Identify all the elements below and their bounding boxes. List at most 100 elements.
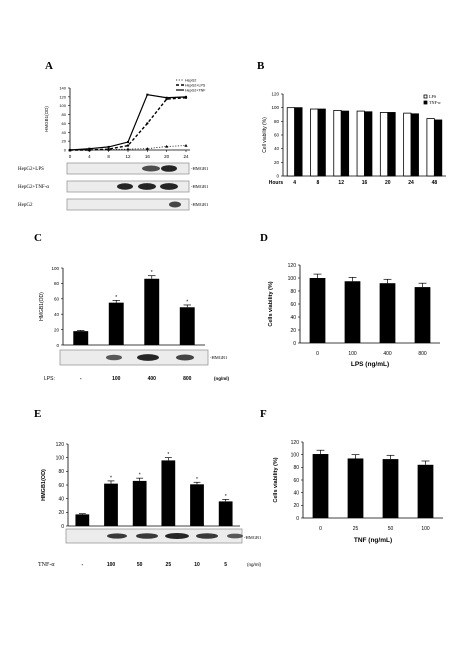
b-bar-1 [364,111,373,177]
a-series-point [146,93,149,96]
C-significance-marker: * [115,295,117,301]
D-x-tick-label: 0 [316,351,319,357]
a-legend-label: HepG2 [185,78,196,82]
E-bar [161,460,176,526]
b-bar-0 [403,112,412,177]
C-y-tick-label: 80 [54,281,60,286]
c-unit-label: (ng/ml) [214,376,229,381]
e-x-tick-label: 10 [194,562,200,568]
E-significance-marker: * [196,477,198,483]
b-bar-0 [426,118,435,177]
b-bar-1 [433,119,443,177]
b-bar-0 [310,108,319,177]
E-y-tick-label: 0 [61,524,64,530]
e-x-tick-label: 50 [137,562,143,568]
C-y-tick-label: 60 [54,297,60,302]
e-blot-band [227,533,243,539]
panel-letter-d: D [260,232,268,244]
C-bar [179,307,195,345]
E-bar [218,501,233,526]
F-bar [347,458,364,518]
b-y-axis-label: Cell viability (%) [262,117,268,153]
D-y-axis-label: Cells viability (%) [268,281,274,326]
b-x-tick-label: 24 [408,180,414,186]
a-series-point [185,95,187,98]
D-y-tick-label: 80 [290,289,296,295]
a-series-point [107,147,110,151]
e-x-tick-label: - [81,562,83,568]
D-x-tick-label: 800 [418,351,427,357]
b-y-tick-label: 40 [274,146,280,151]
C-y-tick-label: 100 [51,266,59,271]
b-x-tick-label: 12 [338,180,344,186]
C-y-axis-label: HMGB1(OD) [39,292,45,321]
E-y-axis-label: HMGB1(OD) [41,469,47,501]
b-legend-label: LPS [429,94,437,99]
a-blot-3-strip [66,198,190,211]
a-blot-1-strip [66,162,190,175]
C-significance-marker: * [186,299,188,305]
e-blot-band [136,533,158,539]
panel-letter-f: F [260,408,267,420]
E-significance-marker: * [139,473,141,479]
b-y-tick-label: 20 [274,160,280,165]
E-bar [104,483,118,526]
F-y-tick-label: 60 [293,478,299,484]
e-blot-band [196,533,218,539]
a-blot-2-band [138,183,156,190]
b-bar-0 [333,110,342,177]
c-blot-band [137,354,159,361]
a-series-point [126,147,130,151]
b-bar-1 [387,112,396,177]
a-y-tick-label: 80 [62,112,67,117]
a-blot-1-band [161,165,177,172]
a-y-tick-label: 60 [62,121,67,126]
c-x-tick-label: 800 [183,376,192,382]
E-bar [190,484,204,526]
E-y-tick-label: 40 [58,496,64,502]
C-y-tick-label: 0 [56,343,59,348]
a-blot-protein-label: -HMGB1 [191,202,208,207]
a-y-tick-label: 0 [64,148,67,153]
E-y-tick-label: 20 [58,510,64,516]
a-y-axis-label: HMGB1(OD) [44,106,49,132]
D-y-tick-label: 60 [290,302,296,308]
F-y-tick-label: 0 [296,516,299,522]
c-row-label: LPS: [44,376,55,382]
F-x-tick-label: 50 [388,526,394,532]
c-x-tick-label: 400 [148,376,157,382]
a-x-tick-label: 24 [183,154,189,159]
E-significance-marker: * [110,475,112,481]
e-blot-protein-label: -HMGB1 [244,535,261,540]
D-y-tick-label: 100 [288,276,297,282]
a-series-point [88,147,91,150]
F-bar [382,459,399,518]
F-x-tick-label: 25 [353,526,359,532]
e-x-tick-label: 25 [166,562,172,568]
a-blot-1-band [142,165,160,172]
C-significance-marker: * [151,270,153,276]
E-bar [75,514,90,526]
D-x-tick-label: 100 [348,351,357,357]
a-x-tick-label: 4 [88,154,91,159]
a-blot-2-band [160,183,178,190]
e-x-tick-label: 5 [224,562,227,568]
c-blot-strip [59,349,209,366]
E-significance-marker: * [167,452,169,458]
a-series-point [184,143,188,147]
C-y-tick-label: 20 [54,327,60,332]
c-x-tick-label: - [80,376,82,382]
F-y-tick-label: 80 [293,465,299,471]
a-series-point [107,145,110,148]
b-y-tick-label: 80 [274,119,280,124]
a-blot-2-band [117,183,133,190]
C-y-tick-label: 40 [54,312,60,317]
a-blot-label: HepG2+LPS [18,167,44,172]
panel-letter-a: A [45,60,53,72]
F-x-tick-label: 0 [319,526,322,532]
E-significance-marker: * [225,494,227,500]
b-bar-1 [410,113,419,177]
F-y-tick-label: 100 [291,452,300,458]
b-bar-1 [317,108,326,177]
